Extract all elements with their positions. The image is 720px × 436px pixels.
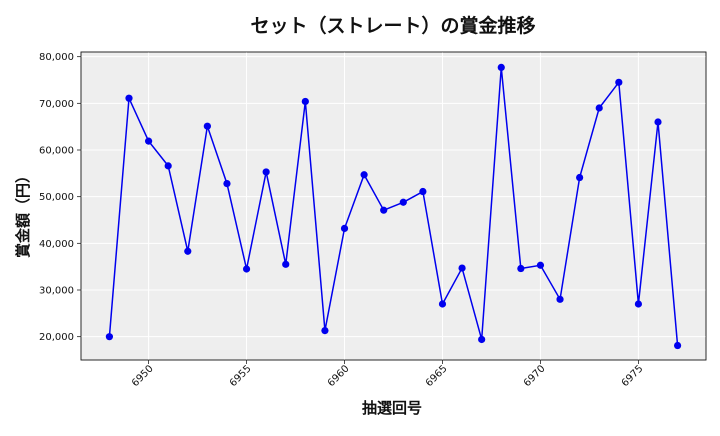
y-axis-ticks: 20,000 30,000 40,000 50,000 60,000 70,000 80,0…	[39, 52, 81, 343]
data-point	[223, 180, 231, 188]
data-point	[536, 261, 545, 269]
plot-frame	[80, 51, 707, 361]
data-point	[203, 122, 211, 130]
series-group	[105, 63, 682, 350]
x-axis-label: 抽選回号	[362, 399, 422, 417]
data-point	[615, 78, 623, 86]
data-point	[321, 327, 329, 335]
x-tick-label: 6955	[228, 363, 254, 389]
data-point	[478, 335, 486, 344]
y-tick-label: 80,000	[39, 52, 74, 63]
data-point	[164, 162, 172, 170]
x-tick-label: 6975	[620, 363, 646, 389]
data-point	[360, 171, 368, 179]
data-point	[497, 63, 505, 71]
data-point	[184, 247, 192, 255]
data-point	[576, 173, 584, 182]
y-axis-label: 賞金額（円）	[14, 168, 32, 258]
y-tick-label: 50,000	[39, 192, 74, 203]
series-line	[108, 67, 679, 346]
data-point	[556, 295, 564, 303]
data-point	[419, 187, 427, 196]
data-point	[380, 206, 388, 214]
x-tick-label: 6960	[326, 363, 352, 389]
y-tick-label: 40,000	[39, 239, 74, 250]
data-point	[673, 341, 682, 350]
data-point	[242, 265, 251, 273]
data-point	[301, 97, 309, 106]
y-tick-label: 30,000	[39, 286, 74, 297]
y-tick-label: 70,000	[39, 99, 74, 110]
x-tick-label: 6950	[130, 363, 156, 389]
y-tick-label: 20,000	[39, 332, 74, 343]
x-tick-label: 6970	[522, 363, 548, 389]
grid	[80, 51, 707, 361]
data-point	[125, 94, 133, 102]
data-point	[282, 260, 290, 268]
data-point	[144, 137, 153, 145]
data-point	[399, 198, 407, 206]
data-point	[634, 300, 643, 308]
data-point	[595, 104, 603, 112]
data-point	[517, 264, 525, 273]
data-point	[340, 224, 349, 232]
data-point	[438, 300, 447, 308]
data-point	[458, 264, 466, 272]
x-axis-ticks: 6950 6955 6960 6965 6970 6975	[130, 360, 646, 389]
data-point	[105, 333, 114, 341]
data-point	[654, 118, 662, 126]
y-tick-label: 60,000	[39, 146, 74, 157]
chart-title: セット（ストレート）の賞金推移	[250, 14, 535, 37]
x-tick-label: 6965	[424, 363, 450, 389]
data-point	[262, 168, 270, 176]
